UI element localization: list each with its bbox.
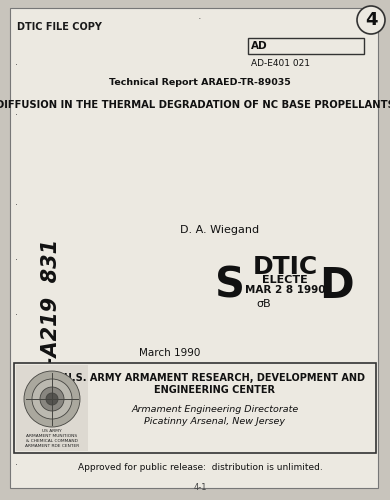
Text: Approved for public release:  distribution is unlimited.: Approved for public release: distributio… bbox=[78, 463, 323, 472]
Circle shape bbox=[40, 387, 64, 411]
Text: 4-1: 4-1 bbox=[193, 483, 207, 492]
Text: AD-A219  831: AD-A219 831 bbox=[42, 240, 62, 400]
Bar bbox=[248, 38, 364, 54]
Text: MAR 2 8 1990: MAR 2 8 1990 bbox=[245, 285, 325, 295]
Text: DTIC: DTIC bbox=[252, 255, 317, 279]
Text: 4: 4 bbox=[365, 11, 377, 29]
Text: U.S. ARMY ARMAMENT RESEARCH, DEVELOPMENT AND: U.S. ARMY ARMAMENT RESEARCH, DEVELOPMENT… bbox=[64, 373, 365, 383]
Text: AD: AD bbox=[251, 41, 268, 51]
Text: Picatinny Arsenal, New Jersey: Picatinny Arsenal, New Jersey bbox=[145, 417, 285, 426]
Text: ·: · bbox=[15, 310, 18, 320]
Text: DTIC FILE COPY: DTIC FILE COPY bbox=[17, 22, 102, 32]
Text: ·: · bbox=[15, 60, 18, 70]
Circle shape bbox=[357, 6, 385, 34]
Text: S: S bbox=[215, 265, 245, 307]
Text: March 1990: March 1990 bbox=[139, 348, 201, 358]
Text: ·: · bbox=[15, 460, 18, 470]
Text: ·: · bbox=[198, 14, 202, 24]
Text: σB: σB bbox=[257, 299, 271, 309]
Text: ·: · bbox=[15, 110, 18, 120]
Text: ·: · bbox=[15, 200, 18, 210]
Text: ELECTE: ELECTE bbox=[262, 275, 308, 285]
Text: US ARMY
ARMAMENT MUNITIONS
& CHEMICAL COMMAND
ARMAMENT RDE CENTER: US ARMY ARMAMENT MUNITIONS & CHEMICAL CO… bbox=[25, 429, 79, 448]
Bar bbox=[14, 363, 376, 453]
Text: DIFFUSION IN THE THERMAL DEGRADATION OF NC BASE PROPELLANTS: DIFFUSION IN THE THERMAL DEGRADATION OF … bbox=[0, 100, 390, 110]
Text: AD-E401 021: AD-E401 021 bbox=[251, 59, 310, 68]
Text: ENGINEERING CENTER: ENGINEERING CENTER bbox=[154, 385, 275, 395]
Circle shape bbox=[46, 393, 58, 405]
Circle shape bbox=[32, 379, 72, 419]
Text: D: D bbox=[319, 265, 353, 307]
Text: D. A. Wiegand: D. A. Wiegand bbox=[181, 225, 260, 235]
Bar bbox=[16, 365, 88, 451]
Text: Armament Engineering Directorate: Armament Engineering Directorate bbox=[131, 405, 299, 414]
Text: Technical Report ARAED-TR-89035: Technical Report ARAED-TR-89035 bbox=[109, 78, 291, 87]
Text: ·: · bbox=[15, 255, 18, 265]
Circle shape bbox=[24, 371, 80, 427]
